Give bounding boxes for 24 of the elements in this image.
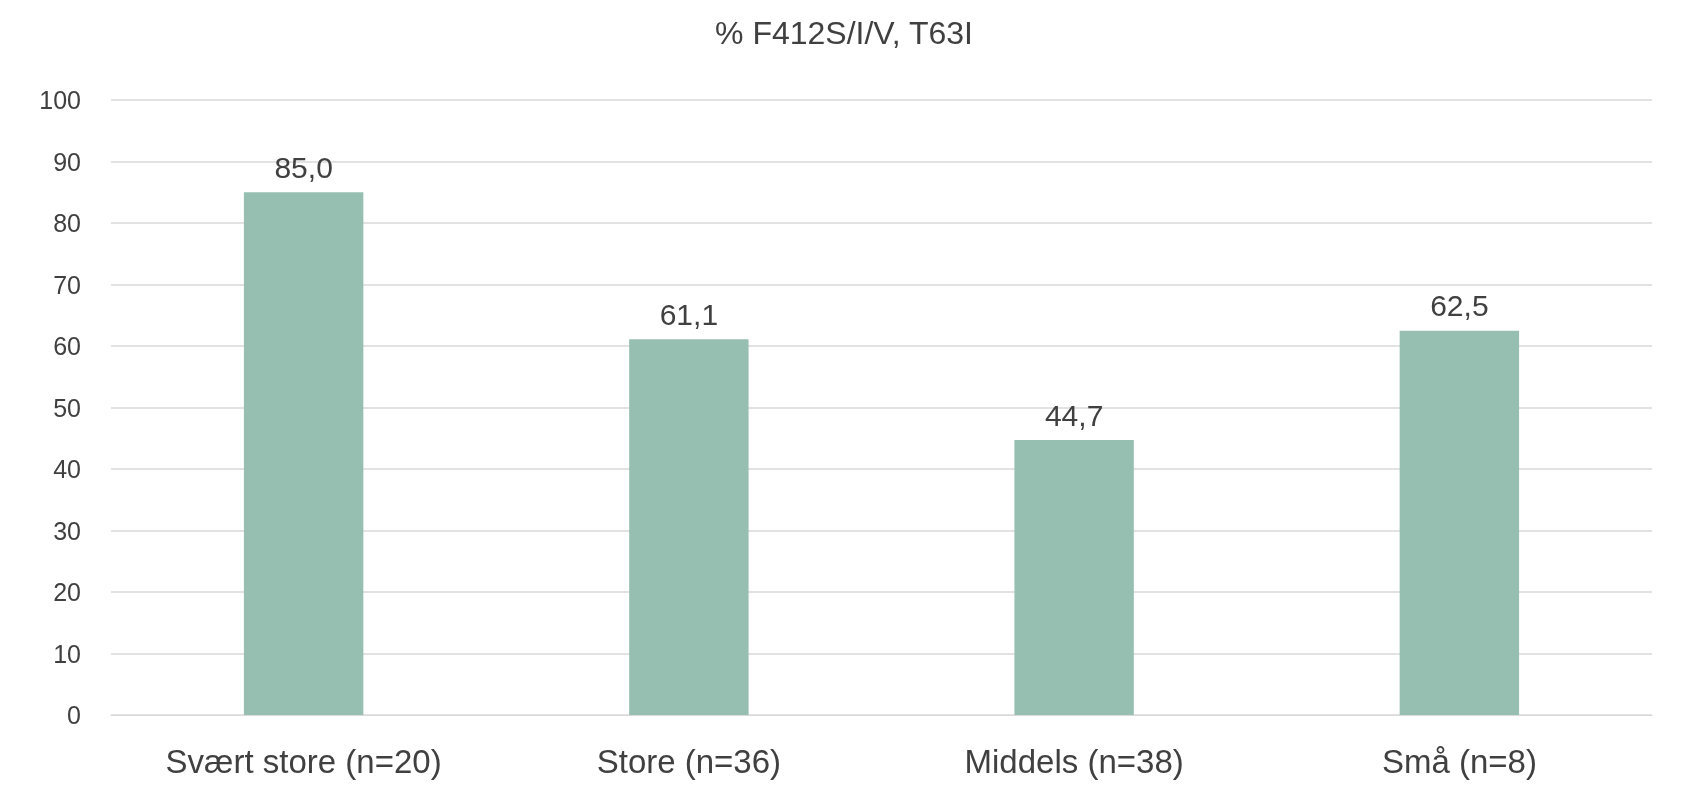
x-tick-label: Store (n=36) bbox=[596, 743, 782, 780]
chart-title: % F412S/I/V, T63I bbox=[715, 15, 973, 51]
y-tick-label: 90 bbox=[53, 147, 81, 176]
data-label: 61,1 bbox=[659, 297, 719, 331]
data-label: 62,5 bbox=[1430, 289, 1489, 323]
x-tick-label: Middels (n=38) bbox=[964, 743, 1184, 780]
bar bbox=[243, 192, 364, 715]
data-label: 44,7 bbox=[1044, 398, 1104, 432]
y-tick-label: 60 bbox=[53, 332, 81, 360]
x-tick-label: Små (n=8) bbox=[1381, 743, 1537, 780]
data-label: 85,0 bbox=[274, 150, 333, 184]
y-tick-label: 0 bbox=[67, 701, 81, 729]
y-tick-label: 30 bbox=[53, 516, 81, 545]
x-tick-label: Svært store (n=20) bbox=[165, 743, 442, 780]
bar bbox=[629, 339, 749, 715]
y-tick-label: 10 bbox=[53, 639, 81, 668]
y-tick-label: 40 bbox=[53, 455, 81, 483]
y-tick-label: 100 bbox=[39, 86, 81, 114]
y-tick-label: 20 bbox=[53, 578, 81, 606]
bar bbox=[1399, 330, 1520, 715]
y-tick-label: 50 bbox=[53, 393, 81, 422]
y-tick-label: 70 bbox=[53, 270, 81, 299]
y-tick-label: 80 bbox=[53, 209, 81, 237]
bar bbox=[1014, 440, 1134, 715]
